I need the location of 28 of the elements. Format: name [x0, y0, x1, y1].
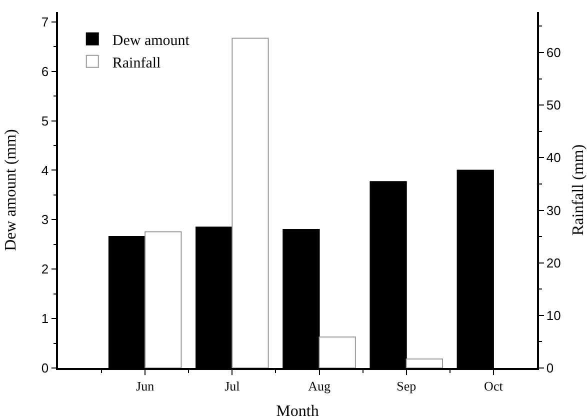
legend-label: Rainfall [112, 55, 161, 72]
y-tick-label: 0 [41, 360, 49, 376]
y2-tick-label: 60 [546, 45, 561, 60]
y-tick-label: 4 [41, 162, 49, 178]
x-tick-label: Oct [484, 378, 504, 394]
y-tick-label: 7 [41, 14, 49, 30]
bar [318, 336, 356, 368]
x-axis-title: Month [276, 403, 319, 420]
y2-tick-label: 40 [546, 150, 561, 166]
x-tick-label: Aug [308, 378, 331, 394]
y2-tick-label: 30 [546, 202, 561, 218]
x-tick-label: Jun [136, 378, 155, 394]
y-tick-label: 3 [41, 212, 49, 228]
y2-tick-label: 20 [546, 255, 561, 270]
y2-tick-label: 50 [546, 98, 561, 113]
y2-tick-label: 10 [546, 308, 561, 323]
x-tick-label: Jul [224, 378, 240, 394]
bar [232, 38, 269, 368]
y2-axis-title: Rainfall (mm) [570, 144, 587, 236]
y-axis-title: Dew amount (mm) [2, 129, 20, 251]
y-tick-label: 6 [41, 64, 49, 79]
y-tick-label: 5 [41, 113, 49, 128]
x-tick-label: Sep [396, 378, 416, 394]
legend-label: Dew amount [112, 32, 190, 49]
y-tick-label: 1 [41, 311, 49, 326]
y-tick-label: 2 [41, 262, 49, 277]
bar [406, 358, 444, 368]
y2-tick-label: 0 [546, 360, 554, 376]
